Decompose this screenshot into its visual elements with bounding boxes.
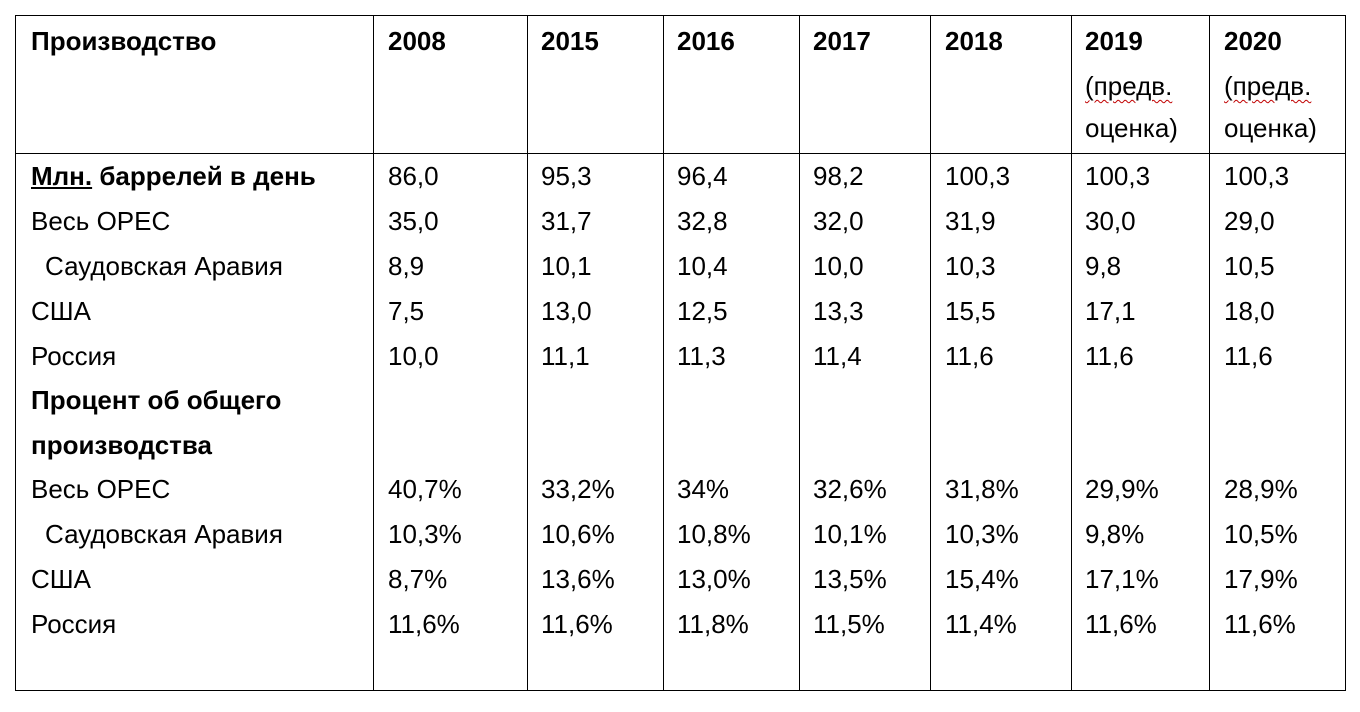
cell-value: 11,5% [813,609,885,639]
row-label: Россия [31,609,117,639]
cell-value: 13,6% [541,564,615,594]
column-divider [527,16,528,690]
cell-value: 15,5 [945,296,996,326]
oil-production-table: Производство 2008 2015 2016 2017 2018 20… [15,15,1346,691]
row-label: США [31,296,91,326]
cell-value: 15,4% [945,564,1019,594]
cell-value: 11,6 [945,341,994,371]
year-header: 2020 [1224,26,1282,56]
cell-value: 9,8 [1085,251,1122,281]
row-label: Весь OPEC [31,206,171,236]
row-label: США [31,564,91,594]
cell-value: 10,0 [813,251,864,281]
column-divider [1209,16,1210,690]
cell-value: 10,8% [677,519,751,549]
cell-value: 29,9% [1085,474,1159,504]
cell-value: 32,0 [813,206,864,236]
column-divider [373,16,374,690]
year-header: 2018 [945,26,1003,56]
cell-value: 11,1 [541,341,590,371]
cell-value: 29,0 [1224,206,1275,236]
header-divider [16,153,1345,154]
cell-value: 11,4% [945,609,1017,639]
cell-value: 11,6% [541,609,613,639]
prelim-note-open: (предв. [1085,71,1173,101]
cell-value: 10,3 [945,251,996,281]
cell-value: 10,5% [1224,519,1298,549]
cell-value: 10,5 [1224,251,1275,281]
section-title-percent: Процент об общего [31,385,282,415]
cell-value: 10,3% [388,519,462,549]
cell-value: 13,0% [677,564,751,594]
header-label: Производство [31,26,217,56]
cell-value: 30,0 [1085,206,1136,236]
cell-value: 11,8% [677,609,749,639]
cell-value: 10,3% [945,519,1019,549]
cell-value: 17,1 [1085,296,1136,326]
cell-value: 8,9 [388,251,425,281]
cell-value: 40,7% [388,474,462,504]
cell-value: 10,0 [388,341,439,371]
cell-value: 10,6% [541,519,615,549]
total-value: 100,3 [1224,161,1290,191]
year-header: 2019 [1085,26,1143,56]
cell-value: 28,9% [1224,474,1298,504]
cell-value: 13,5% [813,564,887,594]
cell-value: 13,3 [813,296,864,326]
column-divider [930,16,931,690]
total-value: 96,4 [677,161,728,191]
year-header: 2017 [813,26,871,56]
total-value: 86,0 [388,161,439,191]
cell-value: 8,7% [388,564,448,594]
cell-value: 32,8 [677,206,728,236]
cell-value: 10,1 [541,251,592,281]
cell-value: 35,0 [388,206,439,236]
cell-value: 7,5 [388,296,425,326]
prelim-note-close: оценка) [1224,113,1317,143]
cell-value: 31,7 [541,206,592,236]
cell-value: 31,8% [945,474,1019,504]
cell-value: 18,0 [1224,296,1275,326]
prelim-note-open: (предв. [1224,71,1312,101]
year-header: 2016 [677,26,735,56]
row-label: Весь OPEC [31,474,171,504]
cell-value: 12,5 [677,296,728,326]
section-title-percent-line2: производства [31,430,213,460]
cell-value: 11,6 [1085,341,1134,371]
cell-value: 11,6% [1085,609,1157,639]
cell-value: 10,4 [677,251,728,281]
row-label: Саудовская Аравия [45,251,283,281]
column-divider [663,16,664,690]
cell-value: 31,9 [945,206,996,236]
year-header: 2015 [541,26,599,56]
total-value: 100,3 [1085,161,1151,191]
column-divider [799,16,800,690]
total-value: 100,3 [945,161,1011,191]
cell-value: 33,2% [541,474,615,504]
cell-value: 34% [677,474,730,504]
cell-value: 13,0 [541,296,592,326]
total-value: 95,3 [541,161,592,191]
total-value: 98,2 [813,161,864,191]
cell-value: 17,9% [1224,564,1298,594]
year-header: 2008 [388,26,446,56]
cell-value: 11,6% [388,609,460,639]
section-title-barrels: Млн. баррелей в день [31,161,316,191]
cell-value: 32,6% [813,474,887,504]
cell-value: 11,6% [1224,609,1296,639]
cell-value: 11,6 [1224,341,1273,371]
cell-value: 10,1% [813,519,887,549]
cell-value: 17,1% [1085,564,1159,594]
cell-value: 11,4 [813,341,862,371]
prelim-note-close: оценка) [1085,113,1178,143]
cell-value: 9,8% [1085,519,1145,549]
cell-value: 11,3 [677,341,726,371]
column-divider [1071,16,1072,690]
row-label: Саудовская Аравия [45,519,283,549]
row-label: Россия [31,341,117,371]
